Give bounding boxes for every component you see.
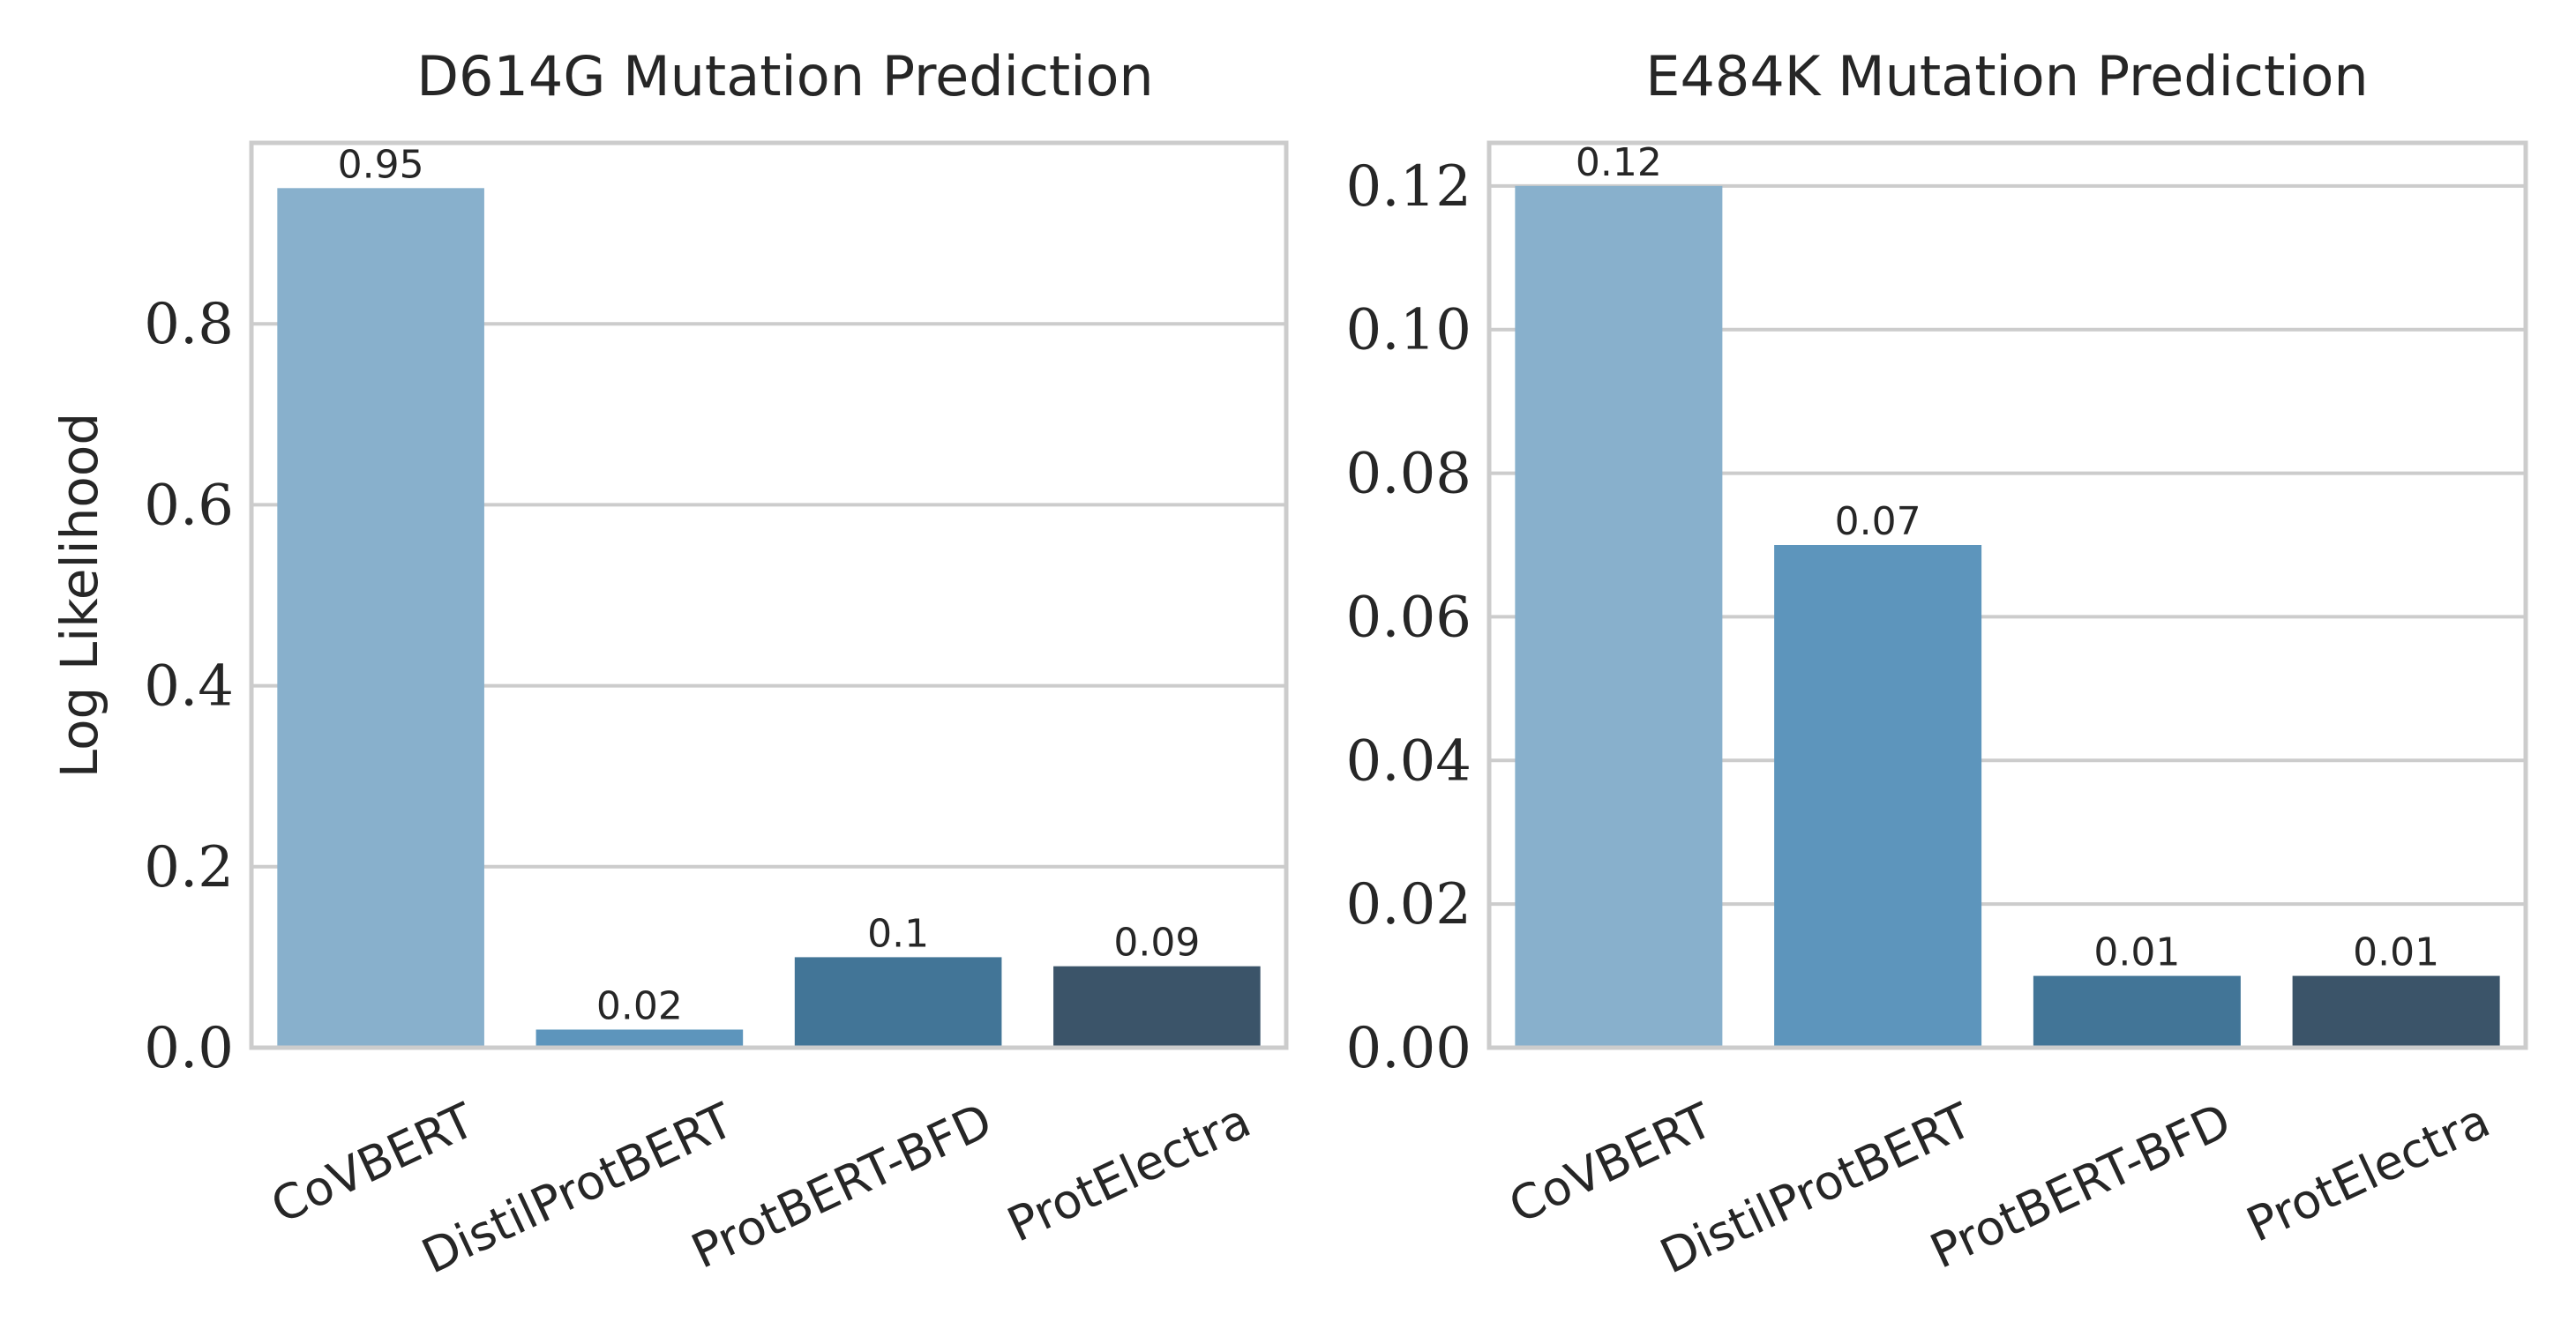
bar-data-label: 0.95 [338, 142, 424, 187]
x-tick-label: CoVBERT [263, 1092, 483, 1234]
bar-data-label: 0.09 [1113, 921, 1200, 966]
bar-distilprotbert [1774, 545, 1982, 1048]
y-tick-label: 0.08 [1346, 442, 1472, 507]
plot-frame [249, 140, 1289, 1050]
x-tick-label: ProtElectra [2238, 1093, 2497, 1253]
bar-covbert [1515, 185, 1723, 1048]
bar-covbert [277, 188, 484, 1049]
chart-title: E484K Mutation Prediction [1645, 44, 2368, 108]
bar-data-label: 0.12 [1576, 140, 1662, 185]
bar-data-label: 0.01 [2093, 930, 2180, 975]
chart-panel-e484k: 0.12CoVBERT0.07DistilProtBERT0.01ProtBER… [1346, 44, 2528, 1285]
y-tick-label: 0.00 [1346, 1016, 1472, 1081]
x-tick-label: ProtElectra [1000, 1093, 1259, 1253]
bar-protbert-bfd [2033, 975, 2241, 1048]
y-tick-label: 0.04 [1346, 728, 1472, 794]
bar-data-label: 0.01 [2353, 930, 2439, 975]
y-tick-label: 0.8 [144, 292, 234, 357]
bar-protelectra [1053, 966, 1261, 1048]
y-tick-label: 0.6 [144, 473, 234, 538]
bar-distilprotbert [535, 1029, 744, 1048]
bar-data-label: 0.07 [1835, 499, 1921, 544]
y-tick-label: 0.4 [144, 654, 234, 720]
bar-data-label: 0.1 [867, 911, 929, 956]
y-tick-label: 0.12 [1346, 154, 1472, 220]
y-tick-label: 0.0 [144, 1016, 234, 1081]
chart-panel-d614g: 0.95CoVBERT0.02DistilProtBERT0.1ProtBERT… [49, 44, 1289, 1285]
x-tick-label: ProtBERT-BFD [1922, 1093, 2239, 1280]
y-axis-label: Log Likelihood [49, 413, 109, 778]
y-tick-label: 0.02 [1346, 872, 1472, 937]
plot-frame [1486, 140, 2528, 1050]
bar-protbert-bfd [794, 957, 1002, 1048]
x-tick-label: CoVBERT [1501, 1092, 1721, 1234]
y-tick-label: 0.06 [1346, 585, 1472, 650]
bar-data-label: 0.02 [596, 983, 683, 1028]
bar-protelectra [2292, 975, 2500, 1048]
chart-title: D614G Mutation Prediction [416, 44, 1153, 108]
y-tick-label: 0.2 [144, 835, 234, 900]
y-tick-label: 0.10 [1346, 298, 1472, 363]
